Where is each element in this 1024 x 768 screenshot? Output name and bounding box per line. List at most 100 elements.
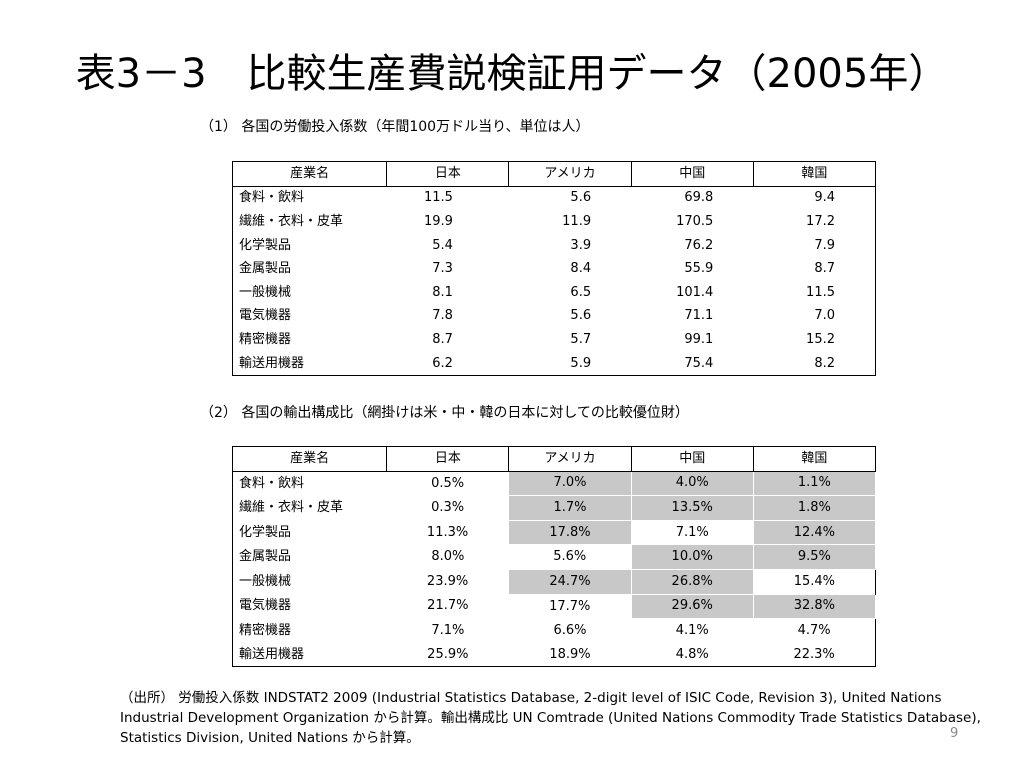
column-header: 日本 [386,446,510,472]
value-cell: 4.8% [631,642,754,668]
value-cell: 15.2 [753,328,877,352]
column-header: 中国 [630,446,754,472]
table-row: 一般機械 23.9% 24.7% 26.8% 15.4% [231,568,877,595]
value-cell: 170.5 [676,213,714,229]
industry-name-cell: 電気機器 [231,594,387,619]
value-cell: 69.8 [684,190,714,206]
value-cell: 71.1 [684,308,714,324]
value-cell: 4.7% [753,618,877,643]
value-cell: 1.1% [752,470,877,497]
value-cell: 5.6% [553,549,587,565]
column-header: 日本 [386,161,510,187]
value-cell: 15.4% [753,569,877,595]
value-cell: 8.4 [570,261,592,277]
table-row: 食料・飲料 11.5 5.6 69.8 9.4 [231,186,877,211]
industry-name-cell: 精密機器 [231,328,387,352]
value-cell: 9.4 [753,186,877,211]
table-row: 金属製品 7.3 8.4 55.9 8.7 [231,257,877,281]
value-cell: 76.2 [684,237,714,253]
value-cell: 17.8% [508,519,632,546]
table-row: 電気機器 21.7% 17.7% 29.6% 32.8% [231,593,877,620]
column-header: 韓国 [752,446,877,472]
slide-title: 表3－3 比較生産費説検証用データ（2005年） [75,51,949,97]
source-note: （出所） 労働投入係数 INDSTAT2 2009 (Industrial St… [120,690,981,746]
value-cell: 8.1 [432,284,453,300]
column-header: アメリカ [508,446,632,472]
value-cell: 4.1% [675,622,709,638]
value-cell: 5.6 [570,190,592,206]
value-cell: 32.8% [752,593,877,620]
value-cell: 8.7 [753,257,877,281]
value-cell: 6.5 [570,284,592,300]
table1-caption: （1） 各国の労働投入係数（年間100万ドル当り、単位は人） [200,119,590,135]
labor-input-coefficient-table: 産業名 日本 アメリカ 中国 韓国 食料・飲料 11.5 5.6 69.8 9.4 繊維・衣料・皮… [231,161,877,377]
value-cell: 25.9% [386,642,509,668]
value-cell: 3.9 [570,237,592,253]
value-cell: 7.3 [432,261,453,277]
value-cell: 11.9 [562,213,592,229]
column-header: 中国 [630,161,754,187]
value-cell: 11.3% [426,524,469,540]
table-row: 輸送用機器 6.2 5.9 75.4 8.2 [231,351,877,377]
value-cell: 23.9% [426,573,469,589]
value-cell: 22.3% [753,642,877,668]
table-row: 精密機器 7.1% 6.6% 4.1% 4.7% [231,618,877,643]
value-cell: 10.0% [630,544,754,570]
value-cell: 18.9% [508,642,632,668]
industry-name-cell: 食料・飲料 [231,471,387,496]
industry-name-cell: 輸送用機器 [231,351,387,377]
value-cell: 17.2 [753,210,877,234]
table2-caption: （2） 各国の輸出構成比（網掛けは米・中・韓の日本に対しての比較優位財） [200,405,689,421]
table-row: 金属製品 8.0% 5.6% 10.0% 9.5% [231,544,877,570]
table-row: 化学製品 11.3% 17.8% 7.1% 12.4% [231,519,877,546]
industry-name-cell: 化学製品 [231,233,387,258]
value-cell: 1.8% [752,495,877,521]
value-cell: 6.2 [386,351,509,377]
value-cell: 1.7% [508,495,632,521]
value-cell: 26.8% [630,568,754,595]
table-row: 精密機器 8.7 5.7 99.1 15.2 [231,328,877,352]
value-cell: 5.6 [570,308,592,324]
table-row: 一般機械 8.1 6.5 101.4 11.5 [231,280,877,305]
value-cell: 101.4 [676,284,714,300]
value-cell: 8.0% [431,549,465,565]
column-header: アメリカ [508,161,632,187]
column-header: 産業名 [231,161,388,187]
industry-name-cell: 電気機器 [231,304,387,329]
value-cell: 21.7% [427,598,469,614]
value-cell: 7.1% [675,524,709,540]
industry-name-cell: 一般機械 [231,280,387,305]
industry-name-cell: 繊維・衣料・皮革 [231,495,387,521]
value-cell: 13.5% [630,495,754,521]
industry-name-cell: 繊維・衣料・皮革 [231,210,387,234]
table2-header-row: 産業名 日本 アメリカ 中国 韓国 [231,446,877,472]
value-cell: 7.9 [753,233,877,258]
value-cell: 6.6% [553,622,587,638]
value-cell: 24.7% [508,568,632,595]
value-cell: 17.7% [549,598,591,614]
industry-name-cell: 輸送用機器 [231,642,387,668]
value-cell: 0.5% [431,475,465,491]
value-cell: 5.9 [508,351,632,377]
industry-name-cell: 金属製品 [231,544,387,570]
table-row: 繊維・衣料・皮革 0.3% 1.7% 13.5% 1.8% [231,495,877,521]
value-cell: 9.5% [752,544,877,570]
export-composition-table: 産業名 日本 アメリカ 中国 韓国 食料・飲料 0.5% 7.0% 4.0% 1.1% 繊維・衣料… [231,446,877,668]
table-row: 食料・飲料 0.5% 7.0% 4.0% 1.1% [231,470,877,497]
value-cell: 7.0 [753,304,877,329]
value-cell: 8.2 [753,351,877,377]
industry-name-cell: 化学製品 [231,520,387,545]
value-cell: 99.1 [684,331,714,347]
value-cell: 0.3% [431,499,465,515]
value-cell: 7.1% [431,622,465,638]
table-row: 電気機器 7.8 5.6 71.1 7.0 [231,304,877,329]
value-cell: 11.5 [423,190,453,206]
value-cell: 7.8 [432,308,453,324]
value-cell: 11.5 [753,280,877,305]
industry-name-cell: 精密機器 [231,618,387,643]
table-row: 繊維・衣料・皮革 19.9 11.9 170.5 17.2 [231,210,877,234]
page-number: 9 [950,726,959,741]
industry-name-cell: 金属製品 [231,257,387,281]
value-cell: 8.7 [432,331,453,347]
industry-name-cell: 一般機械 [231,569,387,595]
